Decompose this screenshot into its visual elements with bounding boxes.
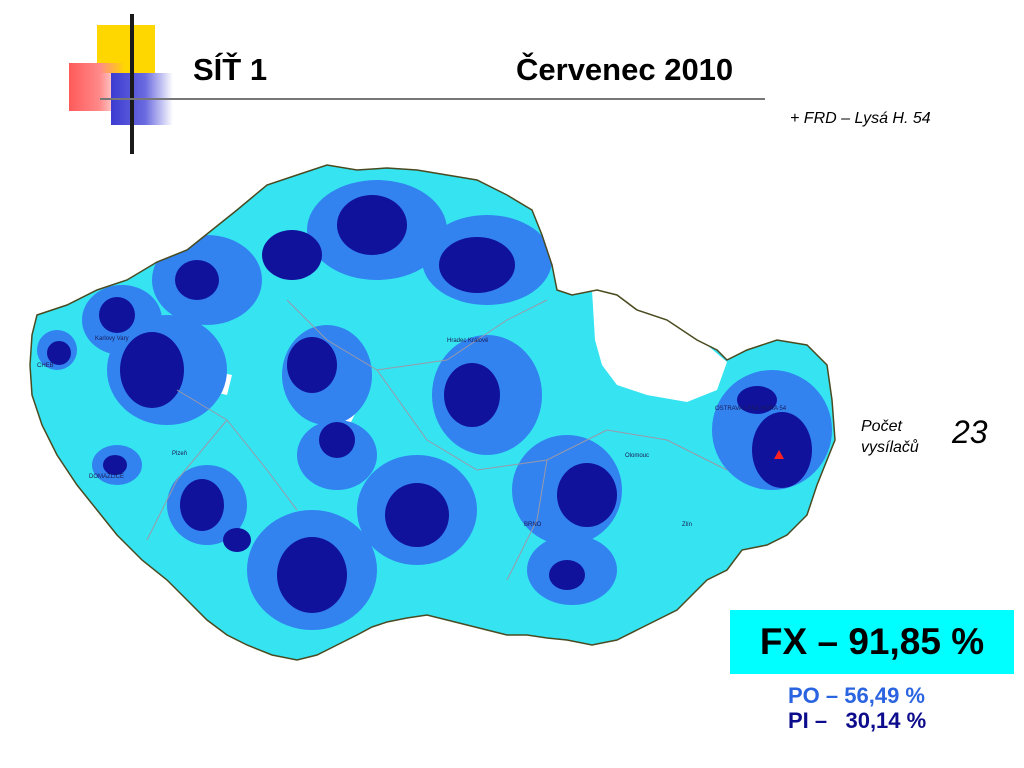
po-coverage-text: PO – 56,49 % bbox=[788, 683, 925, 708]
city-label: Karlovy Vary bbox=[95, 336, 129, 342]
city-label: Olomouc bbox=[625, 453, 649, 459]
city-label: BRNO bbox=[524, 522, 542, 528]
page-date: Červenec 2010 bbox=[516, 52, 734, 87]
country-border bbox=[29, 164, 836, 661]
transmitter-count-label-line2: vysílačů bbox=[861, 439, 919, 456]
pi-coverage-text: PI – 30,14 % bbox=[788, 708, 927, 733]
city-label: OSTRAVA LYSÁ HORA 54 bbox=[715, 405, 787, 412]
city-label: Zlín bbox=[682, 522, 692, 528]
fx-coverage-text: FX – 91,85 % bbox=[759, 621, 985, 662]
city-label: Hradec Králové bbox=[447, 338, 489, 344]
title-underline bbox=[100, 98, 765, 100]
city-label: CHEB bbox=[37, 363, 54, 369]
decor-vertical-line bbox=[130, 14, 134, 154]
fx-coverage-box: FX – 91,85 % bbox=[730, 610, 1014, 674]
city-label: DOMAŽLICE bbox=[89, 472, 124, 480]
city-label: Plzeň bbox=[172, 451, 187, 457]
coverage-map: CHEB Karlovy Vary Plzeň DOMAŽLICE Hradec… bbox=[27, 140, 837, 680]
transmitter-count-value: 23 bbox=[952, 414, 988, 450]
transmitter-count-label: Počet vysílačů bbox=[861, 416, 919, 458]
transmitter-marker-icon bbox=[774, 450, 784, 459]
frd-note: + FRD – Lysá H. 54 bbox=[790, 110, 931, 127]
page-title: SÍŤ 1 bbox=[193, 52, 268, 87]
transmitter-count-label-line1: Počet bbox=[861, 418, 902, 435]
